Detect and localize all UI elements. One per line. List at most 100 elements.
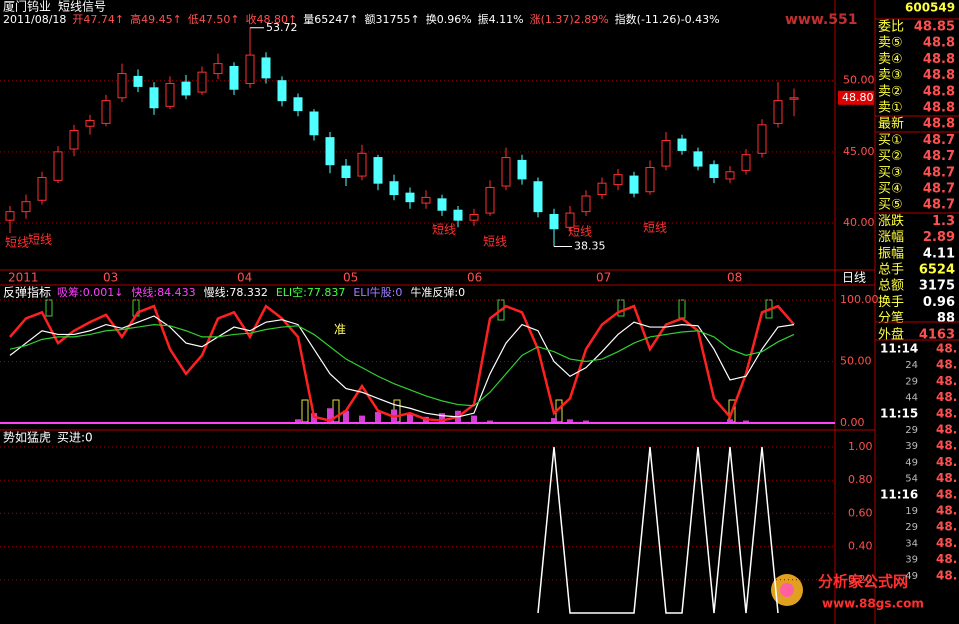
indicator-line (9, 323, 795, 407)
candle-body (757, 124, 767, 154)
candle-body (21, 201, 31, 213)
quote-label: 最新 (878, 116, 904, 132)
annotation: 短线 (5, 236, 29, 250)
quote-item: 换0.96% (426, 12, 472, 26)
tick-time: 29 (905, 522, 918, 533)
annotation: 短线 (432, 223, 456, 237)
candle-body (341, 165, 351, 178)
quote-label: 涨幅 (878, 230, 904, 245)
absorb-bar (327, 408, 333, 423)
stock-code: 600549 (905, 1, 955, 15)
quote-value: 48.8 (923, 52, 955, 67)
tick-time: 11:14 (880, 342, 918, 356)
legend-item: 快线:84.433 (131, 285, 195, 299)
candle-body (149, 87, 159, 109)
quote-label: 买② (878, 149, 903, 164)
candle-body (165, 83, 175, 107)
y-tick-label: 50.00 (843, 74, 875, 87)
candle-body (213, 63, 223, 75)
quote-label: 卖⑤ (878, 36, 903, 51)
tick-time: 24 (905, 360, 918, 371)
tick-time: 39 (905, 441, 918, 452)
candle-body (37, 176, 47, 201)
tick-time: 29 (905, 376, 918, 387)
stock-name: 厦门钨业 (3, 0, 51, 14)
candle-body (277, 80, 287, 102)
candle-body (485, 186, 495, 214)
candle-body (533, 181, 543, 213)
absorb-bar (551, 418, 557, 423)
candle-body (501, 157, 511, 187)
quote-label: 换手 (878, 295, 904, 310)
date-label: 06 (467, 271, 482, 285)
tick-price: 48. (936, 568, 957, 582)
candle-body (245, 54, 255, 85)
tick-time: 49 (905, 457, 918, 468)
watermark: www.551 (785, 12, 857, 28)
absorb-bar (343, 410, 349, 423)
tick-price: 48. (936, 358, 957, 372)
signal-name: 短线信号 (58, 0, 106, 14)
tick-time: 54 (905, 474, 918, 485)
y-tick-label: 45.00 (843, 145, 875, 158)
date-label: 04 (237, 271, 252, 285)
tick-price: 48. (936, 520, 957, 534)
tick-price: 48. (936, 504, 957, 518)
date-label: 08 (727, 271, 742, 285)
tick-price: 48. (936, 374, 957, 388)
date-label: 05 (343, 271, 358, 285)
candle-body (693, 151, 703, 167)
quote-item: 开47.74↑ (72, 13, 124, 26)
candle-body (645, 167, 655, 193)
absorb-bar (359, 415, 365, 423)
annotation: 短线 (643, 221, 667, 235)
candle-body (789, 97, 799, 100)
tick-price: 48. (936, 439, 957, 453)
price-tag-label: 48.80 (842, 91, 874, 104)
quote-item: 指数(-11.26)-0.43% (615, 12, 720, 26)
quote-label: 买① (878, 133, 903, 148)
quote-value: 6524 (919, 263, 955, 278)
period-label: 日线 (842, 271, 866, 285)
tick-time: 44 (905, 393, 918, 404)
candle-body (181, 81, 191, 96)
candle-body (389, 181, 399, 196)
tick-time: 11:16 (880, 487, 918, 501)
high-label: 53.72 (266, 21, 298, 34)
quote-label: 委比 (878, 20, 904, 35)
candle-body (725, 171, 735, 180)
tick-price: 48. (936, 552, 957, 566)
candle-body (229, 65, 239, 90)
absorb-bar (471, 415, 477, 423)
tiger-legend: 买进:0 (57, 431, 93, 445)
tick-price: 48. (936, 423, 957, 437)
absorb-bar (487, 420, 493, 423)
quote-value: 2.89 (923, 230, 955, 245)
absorb-bar (567, 419, 573, 423)
candle-body (133, 75, 143, 87)
quote-value: 48.7 (923, 182, 955, 197)
tick-price: 48. (936, 390, 957, 404)
candle-body (357, 152, 367, 177)
absorb-bar (407, 414, 413, 423)
quote-item: 低47.50↑ (188, 13, 240, 26)
tick-time: 19 (905, 506, 918, 517)
candle-body (261, 57, 271, 79)
candle-body (773, 100, 783, 124)
y-tick-label: 0.60 (848, 506, 873, 519)
logo (780, 583, 794, 597)
quote-label: 振幅 (878, 246, 904, 261)
candle-body (101, 100, 111, 124)
annotation: 短线 (28, 233, 52, 247)
candle-body (405, 192, 415, 203)
logo-url: www.88gs.com (822, 597, 924, 611)
indicator-line (9, 315, 795, 418)
quote-value: 48.8 (923, 84, 955, 99)
y-tick-label: 0.80 (848, 473, 873, 486)
tick-price: 48. (936, 487, 957, 501)
absorb-bar (583, 420, 589, 423)
candle-body (677, 138, 687, 151)
candle-body (309, 111, 319, 136)
candle-body (517, 159, 527, 180)
